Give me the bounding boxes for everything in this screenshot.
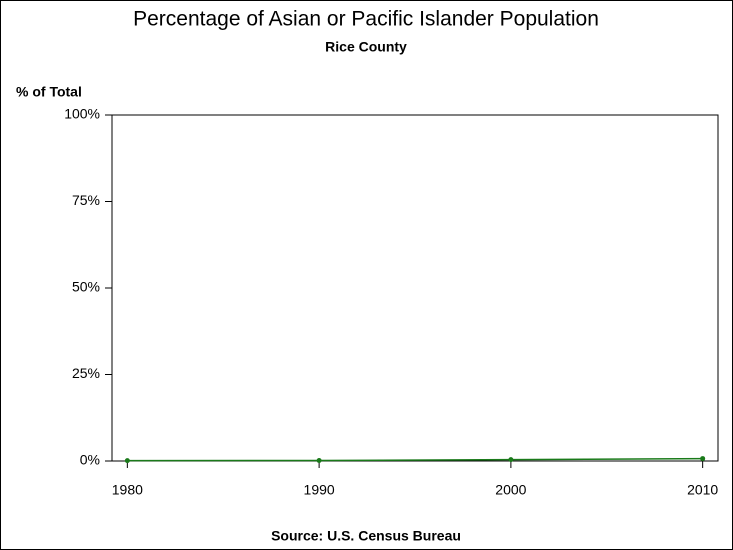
- x-tick-label: 2000: [495, 482, 526, 498]
- y-tick-label: 50%: [72, 279, 100, 295]
- series-line: [127, 457, 703, 462]
- data-point: [124, 458, 130, 464]
- x-tick-label: 1980: [112, 482, 143, 498]
- x-tick-label: 2010: [687, 482, 718, 498]
- chart-title: Percentage of Asian or Pacific Islander …: [133, 8, 599, 31]
- x-tick-label: 1990: [304, 482, 335, 498]
- y-tick-label: 75%: [72, 192, 100, 208]
- data-point: [508, 457, 514, 463]
- data-point: [700, 456, 706, 462]
- chart-subtitle: Rice County: [325, 39, 407, 55]
- y-tick-label: 0%: [80, 452, 100, 468]
- data-point: [316, 457, 322, 463]
- y-tick-label: 25%: [72, 365, 100, 381]
- y-axis-label: % of Total: [16, 84, 82, 100]
- y-tick-label: 100%: [64, 106, 100, 122]
- source-note: Source: U.S. Census Bureau: [271, 528, 461, 544]
